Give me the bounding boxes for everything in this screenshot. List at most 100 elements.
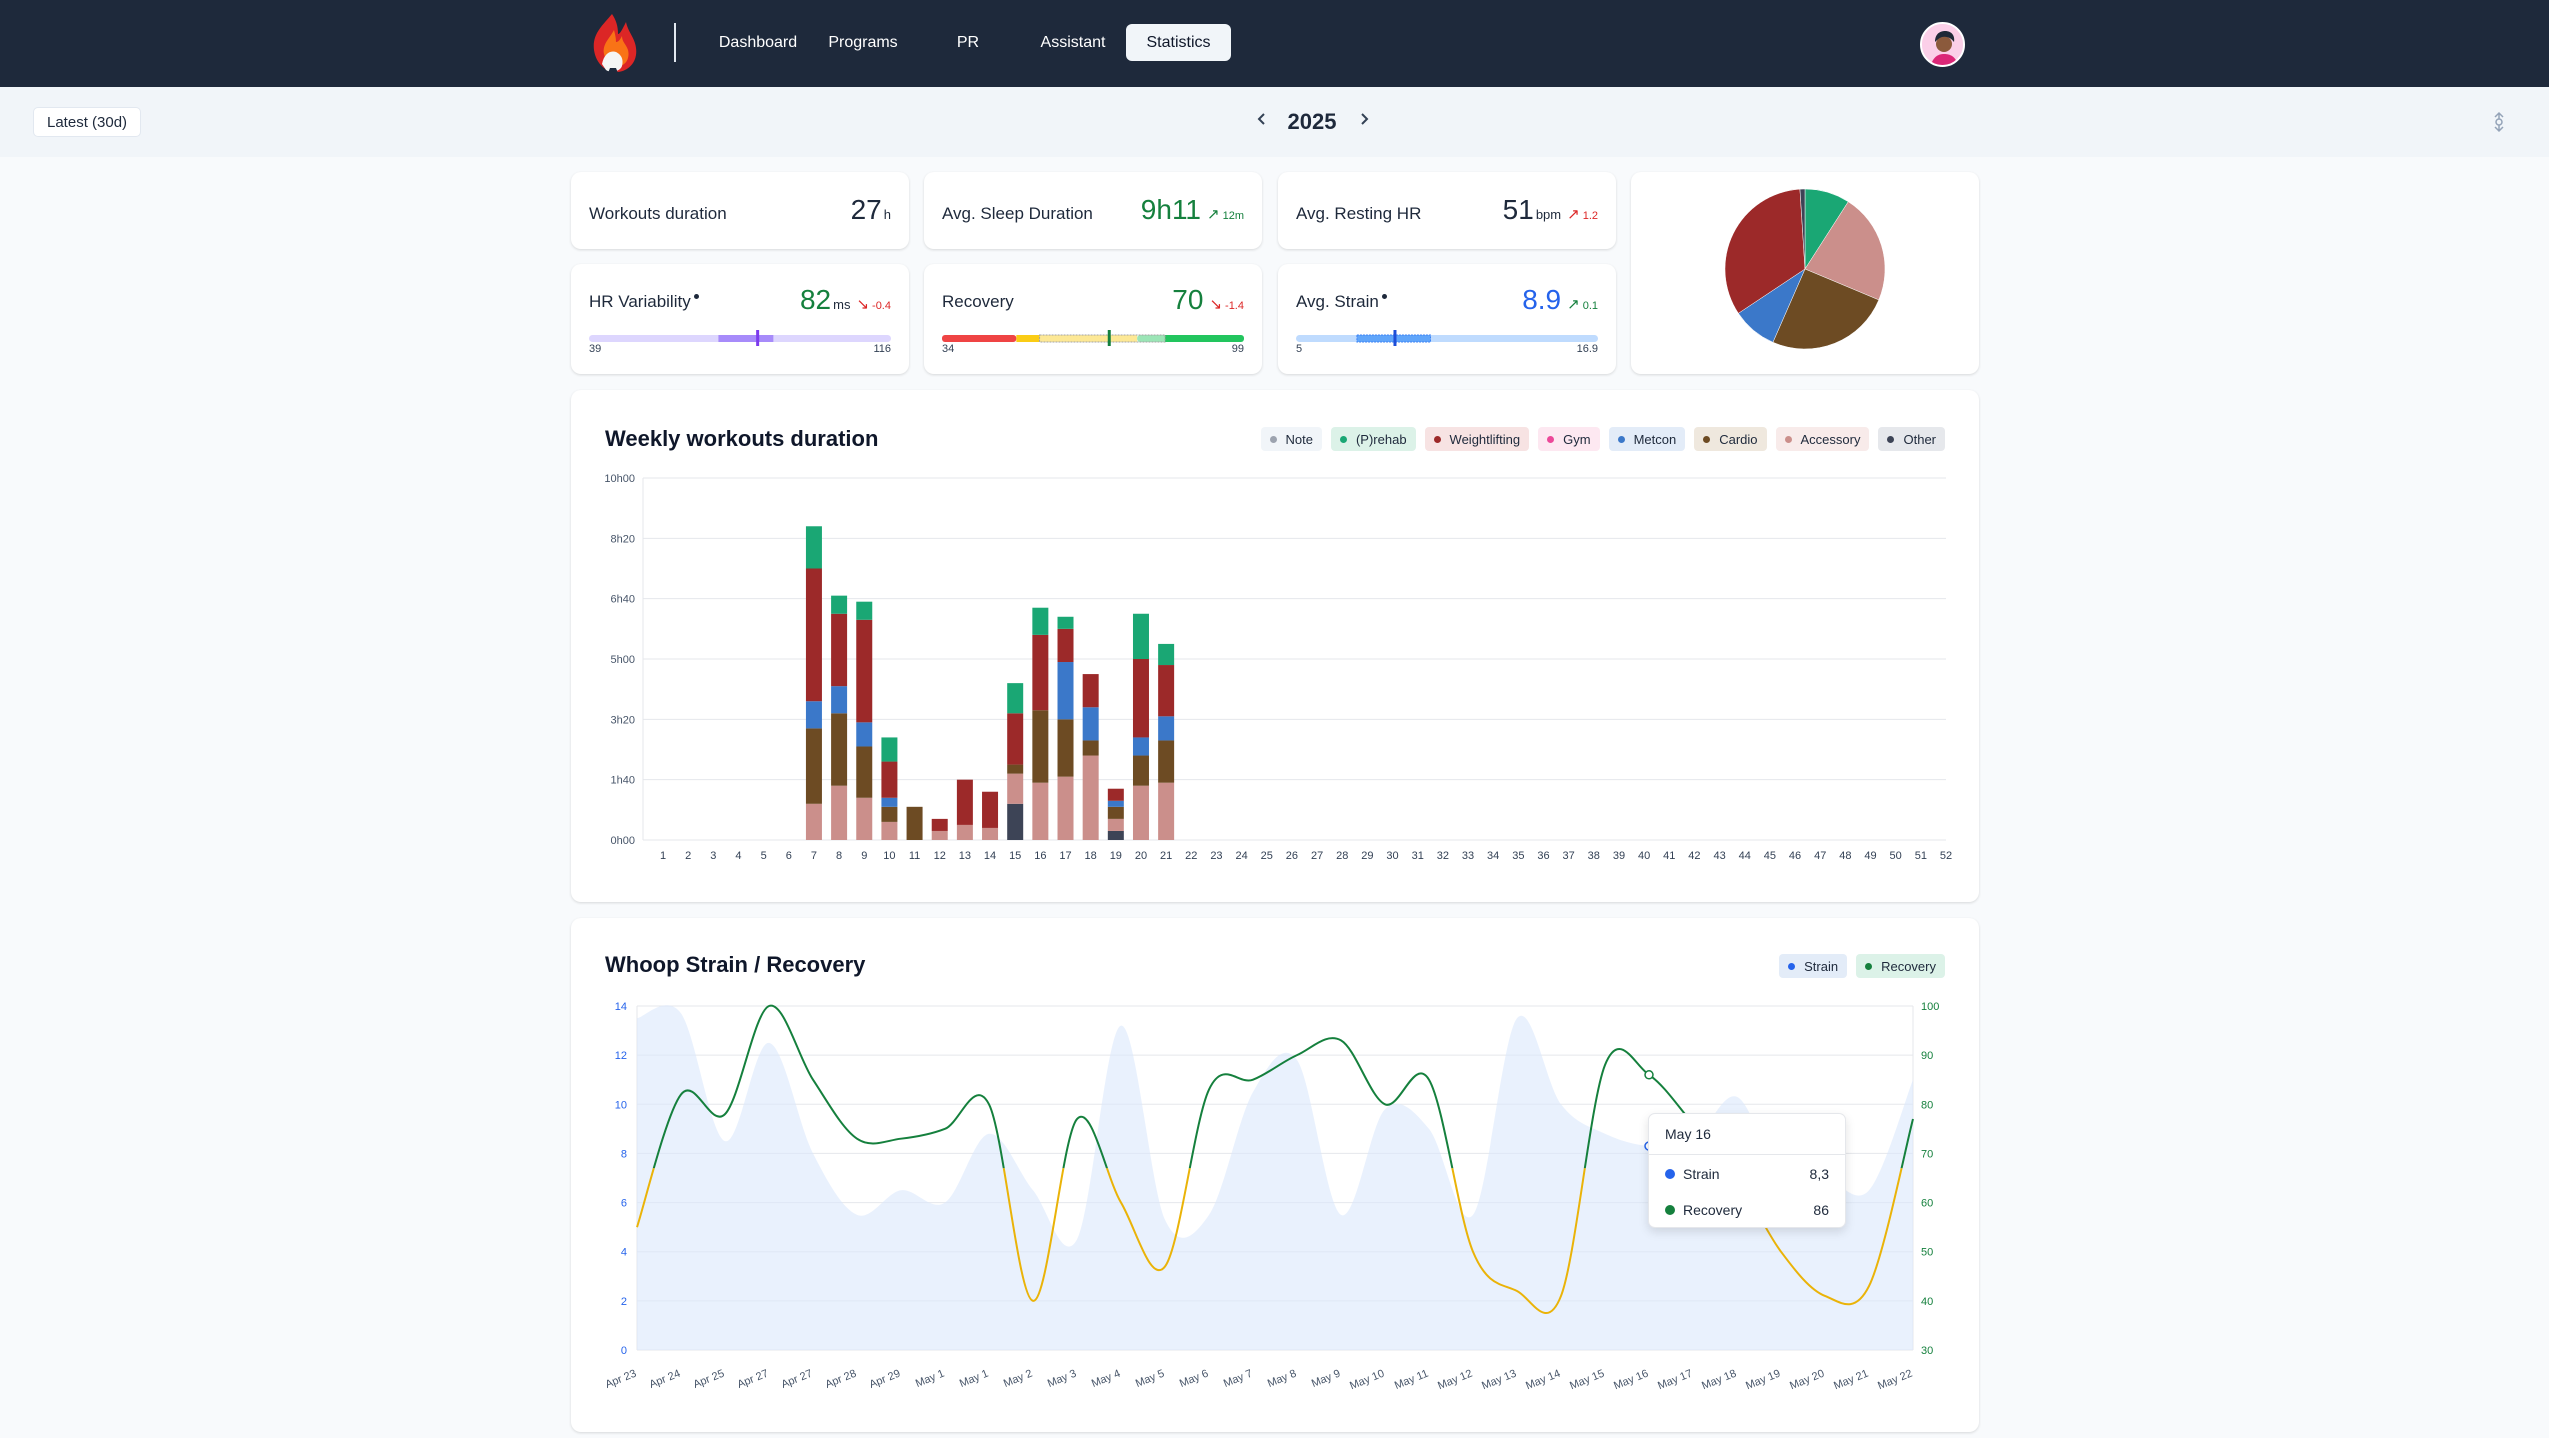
bar-segment-cardio: [1032, 710, 1049, 783]
recovery-dot-icon: [1665, 1205, 1675, 1215]
x-tick-label: May 8: [1266, 1368, 1298, 1390]
stat-number: 27: [850, 194, 882, 225]
bar-segment-accessory: [1132, 785, 1149, 840]
bar-segment-cardio: [1132, 755, 1149, 786]
trend-down-icon: ↘: [856, 296, 870, 313]
x-tick-label: 35: [1512, 850, 1524, 862]
nav-dashboard[interactable]: Dashboard: [718, 33, 798, 51]
x-tick-label: May 19: [1744, 1368, 1782, 1393]
year-label: 2025: [1287, 109, 1337, 134]
info-dot-icon[interactable]: [1381, 294, 1387, 299]
legend-item-metcon[interactable]: Metcon: [1608, 427, 1686, 451]
bar-segment-metcon: [831, 686, 848, 714]
bar-segment-weightlifting: [1082, 674, 1099, 708]
bar-segment-metcon: [805, 701, 822, 729]
bar-segment-metcon: [1158, 716, 1175, 741]
legend-item-accessory[interactable]: Accessory: [1775, 427, 1870, 451]
sliders-icon[interactable]: [2490, 111, 2508, 133]
bar-segment-accessory: [1158, 782, 1175, 840]
legend-item-other[interactable]: Other: [1878, 427, 1945, 451]
x-tick-label: 46: [1789, 850, 1801, 862]
x-tick-label: 50: [1890, 850, 1902, 862]
x-tick-label: 15: [1009, 850, 1021, 862]
range-min: 5: [1296, 343, 1303, 355]
legend-item-weightlifting[interactable]: Weightlifting: [1424, 427, 1530, 451]
legend-item-prehab[interactable]: (P)rehab: [1330, 427, 1416, 451]
legend-label: Weightlifting: [1449, 431, 1521, 447]
bar-segment-weightlifting: [982, 791, 999, 828]
range-segment-red: [942, 335, 1017, 342]
legend-item-note[interactable]: Note: [1260, 427, 1322, 451]
x-tick-label: May 14: [1524, 1368, 1562, 1393]
avatar-image: [1922, 24, 1963, 65]
x-tick-label: 8: [836, 850, 842, 862]
x-tick-label: 36: [1537, 850, 1549, 862]
strain-range-bar: [1296, 330, 1598, 346]
x-tick-label: 51: [1915, 850, 1927, 862]
nav-programs[interactable]: Programs: [828, 33, 898, 51]
bar-segment-prehab: [805, 526, 822, 569]
x-tick-label: 38: [1588, 850, 1600, 862]
stat-number: 51: [1502, 194, 1534, 225]
x-tick-label: 31: [1412, 850, 1424, 862]
nav-pr[interactable]: PR: [956, 33, 980, 51]
trend-up-icon: ↗: [1567, 206, 1580, 223]
legend-label: Metcon: [1633, 431, 1677, 447]
x-tick-label: 30: [1386, 850, 1398, 862]
stat-value: 27 h: [851, 194, 891, 226]
bar-segment-cardio: [1057, 719, 1074, 777]
legend-dot-icon: [1547, 435, 1555, 443]
range-select-button[interactable]: Latest (30d): [33, 107, 142, 137]
x-tick-label: 18: [1085, 850, 1097, 862]
stat-label: Workouts duration: [589, 204, 727, 223]
x-tick-label: 27: [1311, 850, 1323, 862]
trend-up-icon: ↗: [1567, 296, 1580, 313]
nav-statistics[interactable]: Statistics: [1126, 24, 1231, 61]
range-max: 16.9: [1576, 343, 1598, 355]
bar-segment-weightlifting: [805, 568, 822, 702]
x-tick-label: 13: [959, 850, 971, 862]
y-left-tick-label: 8: [621, 1148, 627, 1160]
hrv-range-bar: [589, 330, 891, 346]
app-logo-icon[interactable]: [588, 12, 640, 74]
trend-up-icon: ↗: [1207, 206, 1220, 223]
bar-segment-cardio: [1007, 764, 1024, 774]
stat-label: Avg. Resting HR: [1296, 204, 1422, 223]
top-nav-bar: Dashboard Programs PR Assistant Statisti…: [0, 0, 2549, 87]
y-tick-label: 0h00: [611, 835, 635, 847]
nav-assistant[interactable]: Assistant: [1040, 33, 1106, 51]
trend-down-icon: ↘: [1209, 296, 1223, 313]
pie-slice-cardio: [1772, 268, 1880, 350]
bar-segment-weightlifting: [1032, 634, 1049, 711]
bar-segment-metcon: [881, 797, 898, 807]
legend-item-gym[interactable]: Gym: [1538, 427, 1600, 451]
info-dot-icon[interactable]: [693, 294, 699, 299]
x-tick-label: 9: [861, 850, 867, 862]
chevron-left-icon[interactable]: [1252, 109, 1272, 135]
tooltip-date: May 16: [1665, 1126, 1711, 1142]
bar-segment-accessory: [1007, 773, 1024, 804]
bar-segment-accessory: [931, 830, 948, 840]
weekly-chart-legend: Note (P)rehab Weightlifting Gym Metcon Cardio…: [1260, 427, 1945, 451]
bar-segment-weightlifting: [1132, 659, 1149, 738]
legend-item-recovery[interactable]: Recovery: [1856, 954, 1945, 978]
bar-segment-cardio: [906, 806, 923, 840]
legend-item-strain[interactable]: Strain: [1779, 954, 1848, 978]
bar-segment-cardio: [831, 713, 848, 786]
y-right-tick-label: 70: [1921, 1148, 1933, 1160]
bar-segment-weightlifting: [856, 619, 873, 723]
stat-label-text: Avg. Strain: [1296, 292, 1379, 311]
x-tick-label: Apr 28: [824, 1368, 859, 1391]
x-tick-label: 19: [1110, 850, 1122, 862]
bar-segment-metcon: [1132, 737, 1149, 756]
x-tick-label: 42: [1688, 850, 1700, 862]
x-tick-label: Apr 29: [868, 1368, 903, 1391]
user-avatar[interactable]: [1920, 22, 1965, 67]
x-tick-label: May 15: [1568, 1368, 1606, 1393]
tooltip-label: Recovery: [1683, 1202, 1743, 1218]
chevron-right-icon[interactable]: [1354, 109, 1374, 135]
legend-item-cardio[interactable]: Cardio: [1694, 427, 1767, 451]
bar-segment-prehab: [1158, 643, 1175, 666]
range-min: 39: [589, 343, 602, 355]
